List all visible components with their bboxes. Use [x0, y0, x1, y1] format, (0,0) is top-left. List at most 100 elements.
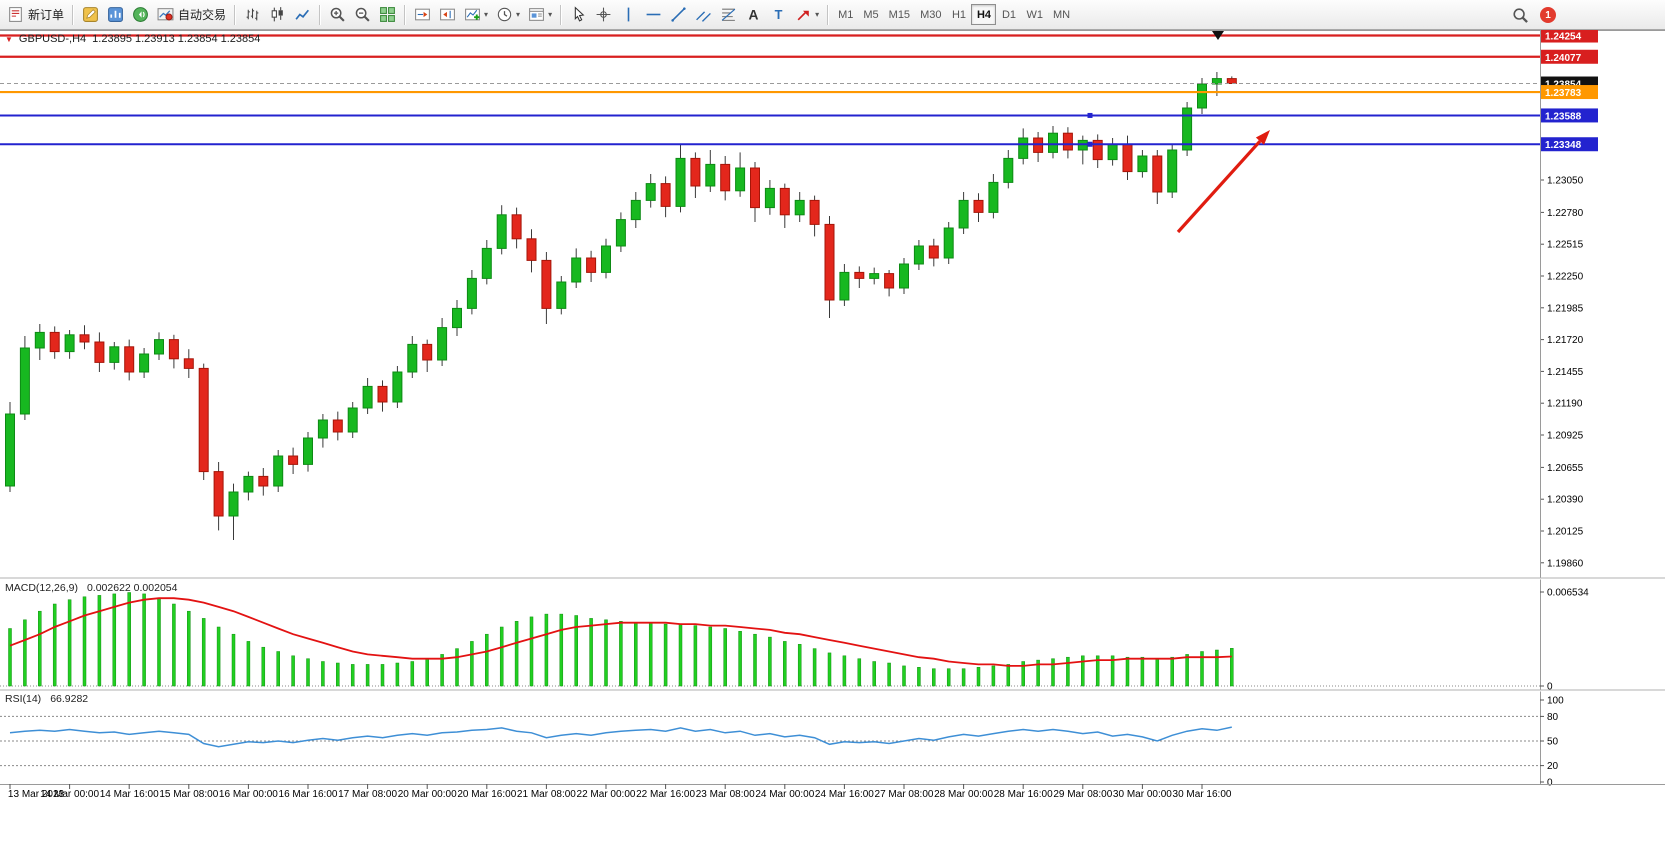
- market-button[interactable]: [103, 3, 128, 27]
- label-icon: T: [775, 7, 783, 22]
- templates-dropdown-icon[interactable]: ▾: [548, 10, 553, 19]
- sell-marker-icon[interactable]: [1212, 31, 1224, 40]
- macd-bar: [1215, 649, 1219, 687]
- price-axis-label: 1.23050: [1547, 176, 1584, 187]
- price-tag-label: 1.24254: [1545, 32, 1582, 43]
- time-axis-label: 24 Mar 00:00: [755, 789, 814, 800]
- candle-up: [1048, 132, 1058, 153]
- signals-icon: [133, 7, 148, 22]
- line-handle[interactable]: [1087, 112, 1093, 118]
- autotrading-button[interactable]: 自动交易: [153, 3, 230, 27]
- macd-bar: [1066, 656, 1070, 687]
- signals-button[interactable]: [128, 3, 153, 27]
- search-button[interactable]: [1508, 3, 1533, 27]
- macd-bar: [97, 595, 102, 687]
- macd-bar: [261, 646, 266, 687]
- tile-windows-icon: [380, 7, 395, 22]
- macd-bar: [306, 658, 310, 687]
- vertical-line-button[interactable]: [616, 3, 641, 27]
- candle-up: [5, 413, 15, 487]
- horizontal-line-button[interactable]: [641, 3, 666, 27]
- templates-button[interactable]: ▾: [524, 3, 556, 27]
- chart-ohlc-header: ▼ GBPUSD-,H4 1.23895 1.23913 1.23854 1.2…: [5, 33, 260, 45]
- zoom-in-button[interactable]: [325, 3, 350, 27]
- time-axis-label: 27 Mar 08:00: [875, 789, 934, 800]
- candle-up: [407, 343, 418, 373]
- macd-bar: [559, 613, 564, 687]
- macd-indicator-label: MACD(12,26,9) 0.002622 0.002054: [5, 582, 177, 594]
- candle-down: [213, 471, 224, 517]
- time-axis-label: 17 Mar 08:00: [338, 789, 397, 800]
- metaeditor-button[interactable]: [78, 3, 103, 27]
- toolbar-separator: [827, 4, 830, 25]
- candle-up: [1211, 78, 1222, 85]
- candle-down: [49, 331, 60, 353]
- candle-up: [317, 419, 328, 439]
- trend-arrow-line[interactable]: [1176, 140, 1262, 234]
- notification-badge[interactable]: 1: [1540, 7, 1556, 23]
- macd-bar: [23, 619, 27, 687]
- autotrading-icon: [157, 8, 174, 21]
- macd-values: 0.002622 0.002054: [86, 582, 178, 594]
- arrows-button[interactable]: ▾: [791, 3, 823, 27]
- trend-arrow-head[interactable]: [1255, 130, 1270, 145]
- timeframe-m15-button[interactable]: M15: [884, 4, 915, 25]
- price-tag: [1541, 108, 1598, 123]
- candle-up: [243, 475, 254, 493]
- line-handle[interactable]: [1087, 141, 1093, 147]
- macd-bar: [1036, 659, 1040, 687]
- rsi-axis-label: 0: [1547, 778, 1553, 789]
- crosshair-button[interactable]: [591, 3, 616, 27]
- candle-up: [1018, 137, 1029, 159]
- label-button[interactable]: T: [766, 3, 791, 27]
- arrows-dropdown-icon[interactable]: ▾: [815, 10, 820, 19]
- cursor-button[interactable]: [566, 3, 591, 27]
- timeframe-m5-button[interactable]: M5: [858, 4, 883, 25]
- auto-scroll-button[interactable]: [410, 3, 435, 27]
- candle-down: [258, 475, 269, 487]
- rsi-axis-label: 100: [1547, 696, 1564, 707]
- text-button[interactable]: A: [741, 3, 766, 27]
- timeframe-d1-button[interactable]: D1: [996, 4, 1021, 25]
- fibonacci-button[interactable]: [716, 3, 741, 27]
- macd-name: MACD(12,26,9): [5, 582, 78, 594]
- timeframe-m1-button[interactable]: M1: [833, 4, 858, 25]
- macd-bar: [127, 592, 131, 687]
- macd-bar: [470, 641, 474, 687]
- new-order-button[interactable]: 新订单: [3, 3, 68, 27]
- candle-down: [854, 271, 865, 279]
- macd-bar: [917, 667, 921, 687]
- indicators-dropdown-icon[interactable]: ▾: [484, 10, 489, 19]
- macd-bar: [216, 626, 221, 687]
- zoom-out-button[interactable]: [350, 3, 375, 27]
- time-axis-label: 28 Mar 16:00: [994, 789, 1053, 800]
- timeframe-h1-button[interactable]: H1: [946, 4, 971, 25]
- timeframe-w1-button[interactable]: W1: [1021, 4, 1048, 25]
- timeframe-mn-button[interactable]: MN: [1048, 4, 1075, 25]
- candle-up: [273, 455, 284, 487]
- periods-dropdown-icon[interactable]: ▾: [516, 10, 521, 19]
- price-tag: [1541, 85, 1598, 100]
- candlestick-chart-button[interactable]: [265, 3, 290, 27]
- macd-bar: [693, 625, 698, 687]
- macd-bar: [932, 668, 936, 687]
- chart-shift-button[interactable]: [435, 3, 460, 27]
- market-icon: [108, 7, 123, 22]
- trendline-button[interactable]: [666, 3, 691, 27]
- timeframe-m30-button[interactable]: M30: [915, 4, 946, 25]
- chart-shift-icon: [440, 8, 455, 21]
- bar-chart-button[interactable]: [240, 3, 265, 27]
- time-axis-label: 22 Mar 00:00: [577, 789, 636, 800]
- macd-bar: [485, 633, 489, 687]
- periods-button[interactable]: ▾: [492, 3, 524, 27]
- macd-bar: [842, 655, 847, 687]
- price-axis-label: 1.21455: [1547, 367, 1584, 378]
- timeframe-h4-button[interactable]: H4: [971, 4, 997, 25]
- toolbar: 新订单 自动交易 ▾ ▾ ▾ A T ▾ M1 M5 M15 M30 H1 H4 D1 W1 MN 1: [0, 0, 1665, 30]
- indicators-button[interactable]: ▾: [460, 3, 492, 27]
- line-chart-button[interactable]: [290, 3, 315, 27]
- channel-button[interactable]: [691, 3, 716, 27]
- tile-windows-button[interactable]: [375, 3, 400, 27]
